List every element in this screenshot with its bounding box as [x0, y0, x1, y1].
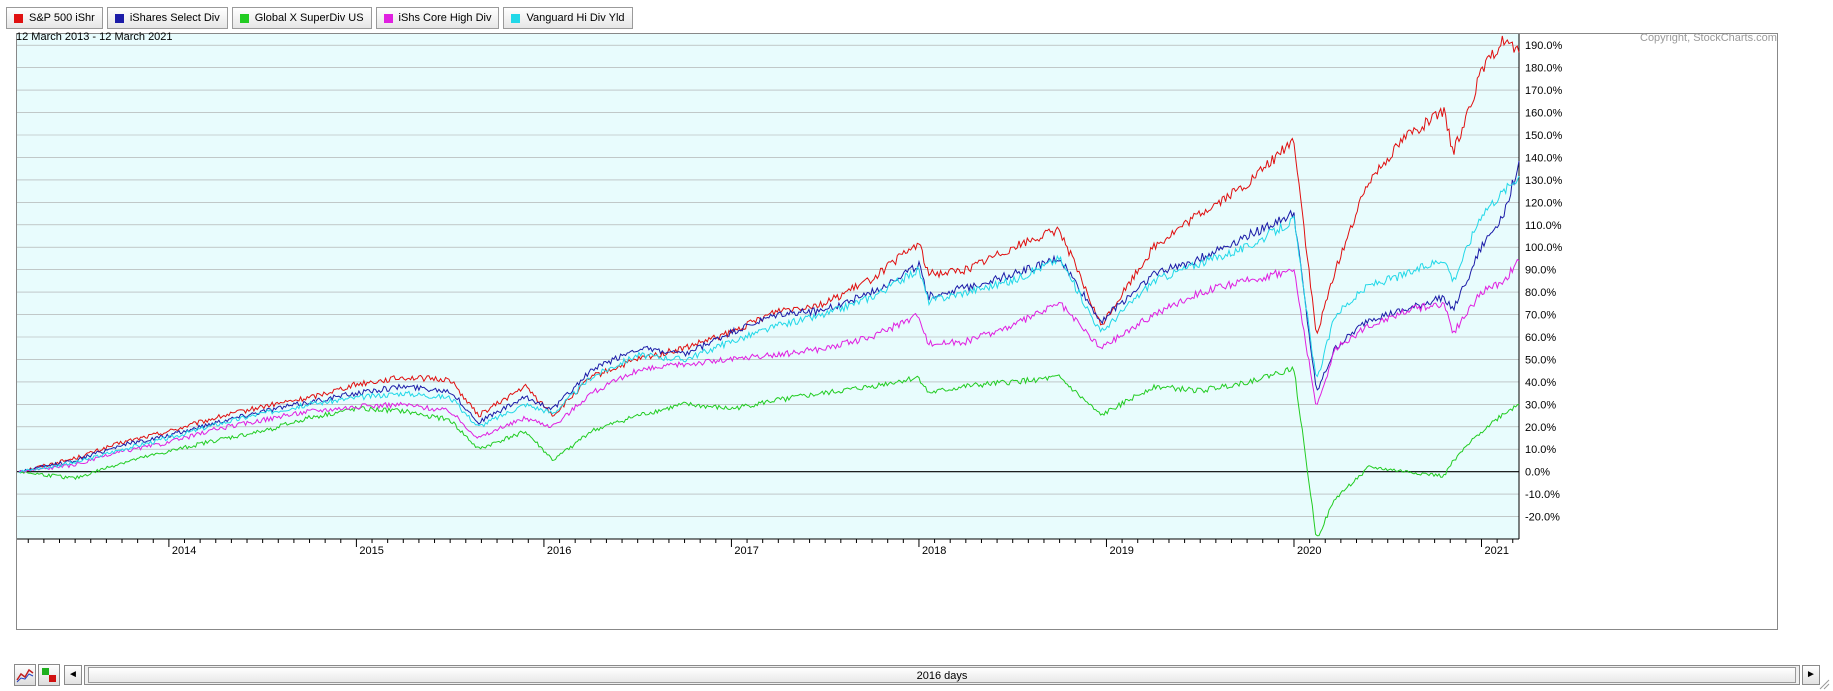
x-tick-label: 2014 [172, 545, 196, 557]
y-tick-label: 80.0% [1525, 287, 1556, 299]
y-tick-label: 170.0% [1525, 85, 1563, 97]
y-tick-label: 160.0% [1525, 108, 1563, 120]
legend-item[interactable]: iShares Select Div [106, 7, 228, 29]
chart-plot: -20.0% -10.0% 0.0% 10.0% 20.0% 30.0% 40.0% 50.0… [17, 34, 1563, 557]
y-tick-label: 40.0% [1525, 377, 1556, 389]
scroll-right-button[interactable]: ► [1802, 665, 1820, 685]
y-tick-label: 110.0% [1525, 220, 1562, 232]
series-line [18, 160, 1520, 473]
legend-item[interactable]: iShs Core High Div [375, 7, 500, 29]
x-tick-label: 2015 [359, 545, 383, 557]
legend-swatch [114, 13, 124, 23]
y-tick-label: 130.0% [1525, 175, 1563, 187]
scroll-left-button[interactable]: ◄ [64, 665, 82, 685]
y-tick-label: 50.0% [1525, 354, 1556, 366]
x-tick-label: 2016 [547, 545, 571, 557]
y-tick-label: -20.0% [1525, 512, 1560, 524]
y-tick-label: 30.0% [1525, 399, 1556, 411]
legend-item[interactable]: S&P 500 iShr [6, 7, 103, 29]
x-tick-label: 2018 [922, 545, 946, 557]
copyright-label: Copyright, StockCharts.com [1640, 32, 1777, 44]
y-tick-label: 100.0% [1525, 242, 1563, 254]
scroll-thumb[interactable]: 2016 days [88, 667, 1796, 683]
date-range-label: 12 March 2013 - 12 March 2021 [16, 31, 173, 43]
y-tick-label: 120.0% [1525, 197, 1563, 209]
y-tick-label: 140.0% [1525, 152, 1563, 164]
legend-label: Vanguard Hi Div Yld [526, 12, 625, 24]
legend-swatch [14, 13, 23, 23]
legend: S&P 500 iShr iShares Select Div Global X S… [6, 7, 633, 29]
y-tick-label: 60.0% [1525, 332, 1556, 344]
chart-area: -20.0% -10.0% 0.0% 10.0% 20.0% 30.0% 40.0% 50.0… [16, 33, 1778, 630]
x-tick-label: 2017 [734, 545, 758, 557]
y-tick-label: 10.0% [1525, 444, 1556, 456]
scroll-track[interactable]: 2016 days [84, 665, 1800, 685]
resize-grip-icon[interactable] [1818, 678, 1830, 690]
y-tick-label: 70.0% [1525, 310, 1556, 322]
y-tick-label: 190.0% [1525, 40, 1563, 52]
plot-background [17, 34, 1519, 539]
y-tick-label: 0.0% [1525, 467, 1550, 479]
legend-item[interactable]: Vanguard Hi Div Yld [503, 7, 633, 29]
chart-style-button[interactable] [14, 664, 36, 686]
color-settings-button[interactable] [38, 664, 60, 686]
color-swatch-icon [42, 668, 56, 682]
y-tick-label: 20.0% [1525, 422, 1556, 434]
line-chart-icon [16, 668, 34, 683]
x-tick-label: 2020 [1297, 545, 1321, 557]
series-line [18, 35, 1520, 473]
legend-label: iShares Select Div [129, 12, 220, 24]
legend-label: S&P 500 iShr [29, 12, 95, 24]
legend-label: iShs Core High Div [398, 12, 492, 24]
series-line [18, 365, 1520, 537]
series-line [18, 175, 1520, 473]
y-tick-label: 90.0% [1525, 265, 1556, 277]
legend-item[interactable]: Global X SuperDiv US [231, 7, 372, 29]
y-tick-label: 180.0% [1525, 63, 1563, 75]
y-tick-label: 150.0% [1525, 130, 1563, 142]
legend-label: Global X SuperDiv US [254, 12, 364, 24]
series-line [18, 258, 1520, 473]
x-tick-label: 2021 [1484, 545, 1508, 557]
legend-swatch [239, 13, 249, 23]
scroll-bar-area: ◄ 2016 days ► [14, 664, 1820, 686]
legend-swatch [383, 13, 393, 23]
legend-swatch [511, 13, 521, 23]
x-tick-label: 2019 [1109, 545, 1133, 557]
y-tick-label: -10.0% [1525, 489, 1560, 501]
